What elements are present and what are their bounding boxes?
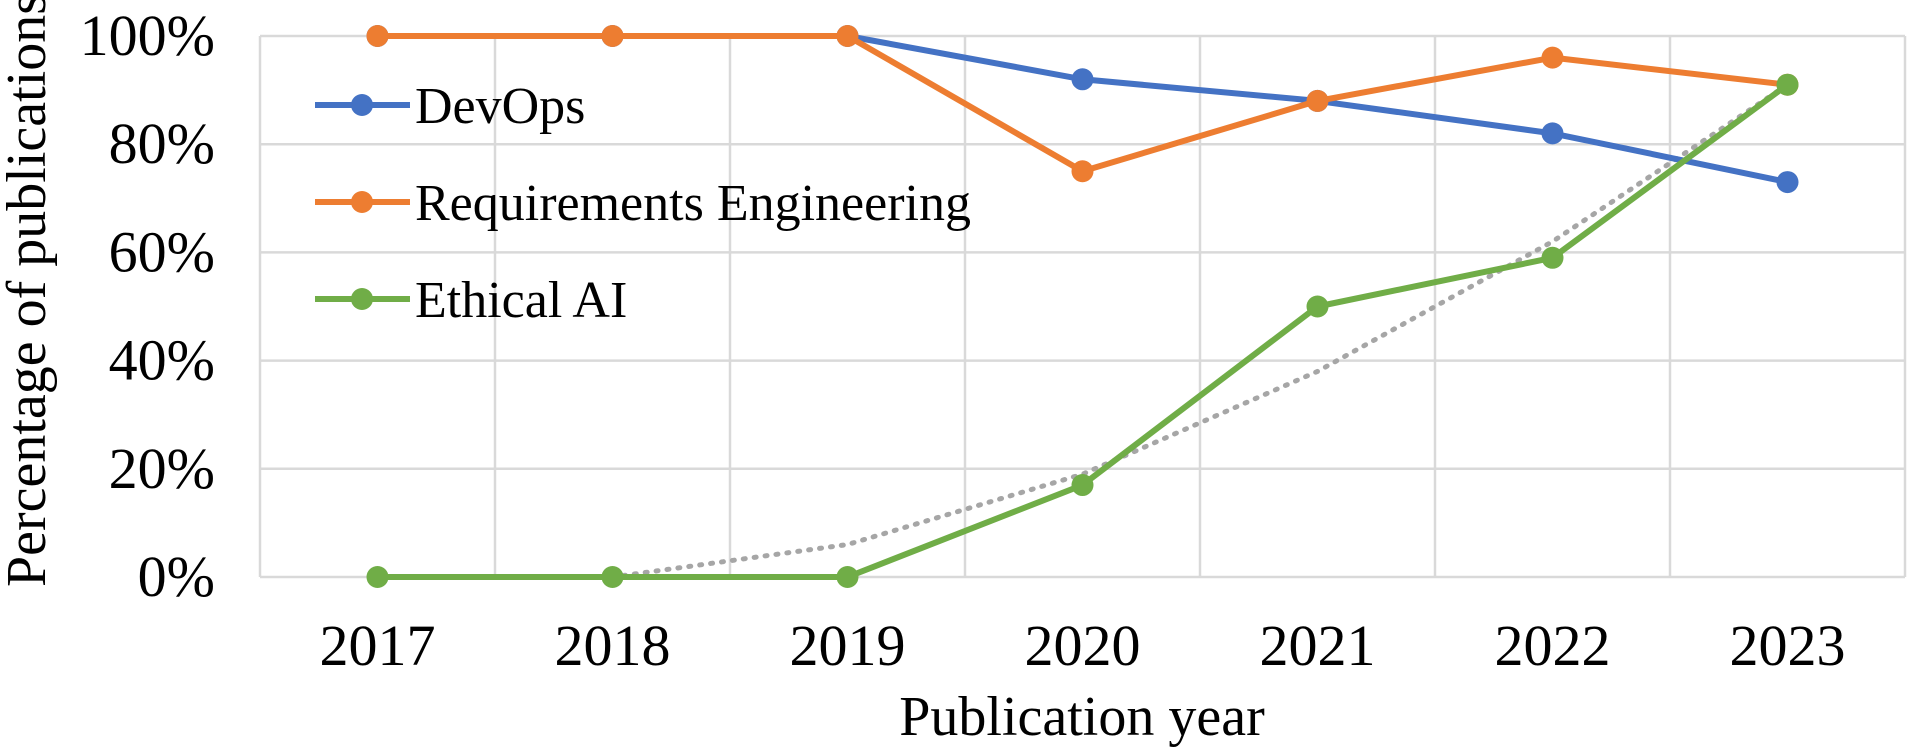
x-tick-labels: 2017 2018 2019 2020 2021 2022 2023 [320,613,1846,678]
legend-label: DevOps [415,78,585,135]
x-tick-label: 2017 [320,613,436,678]
legend-swatch-marker [351,288,373,310]
requirements-engineering-point [836,25,859,47]
ethical-ai-trendline [610,82,1790,580]
x-tick-label: 2019 [790,613,906,678]
y-tick-label: 80% [109,111,215,176]
y-tick-label: 20% [109,436,215,501]
x-tick-label: 2018 [555,613,671,678]
requirements-engineering-point [601,25,624,47]
requirements-engineering-point [1071,160,1094,183]
legend-label: Requirements Engineering [415,175,971,232]
ethical-ai-point [601,566,624,588]
x-tick-label: 2020 [1025,613,1141,678]
legend-item-ethical-ai: Ethical AI [315,272,627,329]
ethical-ai-point [366,566,389,588]
legend-swatch-marker [351,94,373,116]
devops-point [1776,171,1799,194]
series-layer [366,25,1799,588]
trendline-layer [610,82,1790,580]
legend: DevOps Requirements Engineering Ethical AI [315,78,971,329]
y-tick-label: 60% [109,219,215,284]
ethical-ai-point [1776,73,1799,96]
devops-point [1541,122,1564,145]
requirements-engineering-point [1306,89,1329,112]
legend-item-requirements-engineering: Requirements Engineering [315,175,971,232]
y-tick-label: 100% [80,3,215,68]
y-tick-labels: 0% 20% 40% 60% 80% 100% [80,3,215,609]
x-axis-label: Publication year [899,686,1265,748]
legend-label: Ethical AI [415,272,627,329]
ethical-ai-point [1306,295,1329,318]
requirements-engineering-line [377,33,1788,175]
requirements-engineering-point [1541,46,1564,69]
x-tick-label: 2022 [1495,613,1611,678]
x-tick-label: 2021 [1260,613,1376,678]
ethical-ai-point [1071,474,1094,497]
requirements-engineering-point [366,25,389,47]
ethical-ai-line [377,82,1790,580]
y-tick-label: 0% [138,544,215,609]
devops-point [1071,68,1094,91]
ethical-ai-point [1541,246,1564,269]
ethical-ai-point [836,566,859,588]
y-tick-label: 40% [109,328,215,393]
legend-swatch-marker [351,191,373,213]
y-axis-label: Percentage of publications [0,0,58,587]
x-tick-label: 2023 [1730,613,1846,678]
legend-item-devops: DevOps [315,78,585,135]
